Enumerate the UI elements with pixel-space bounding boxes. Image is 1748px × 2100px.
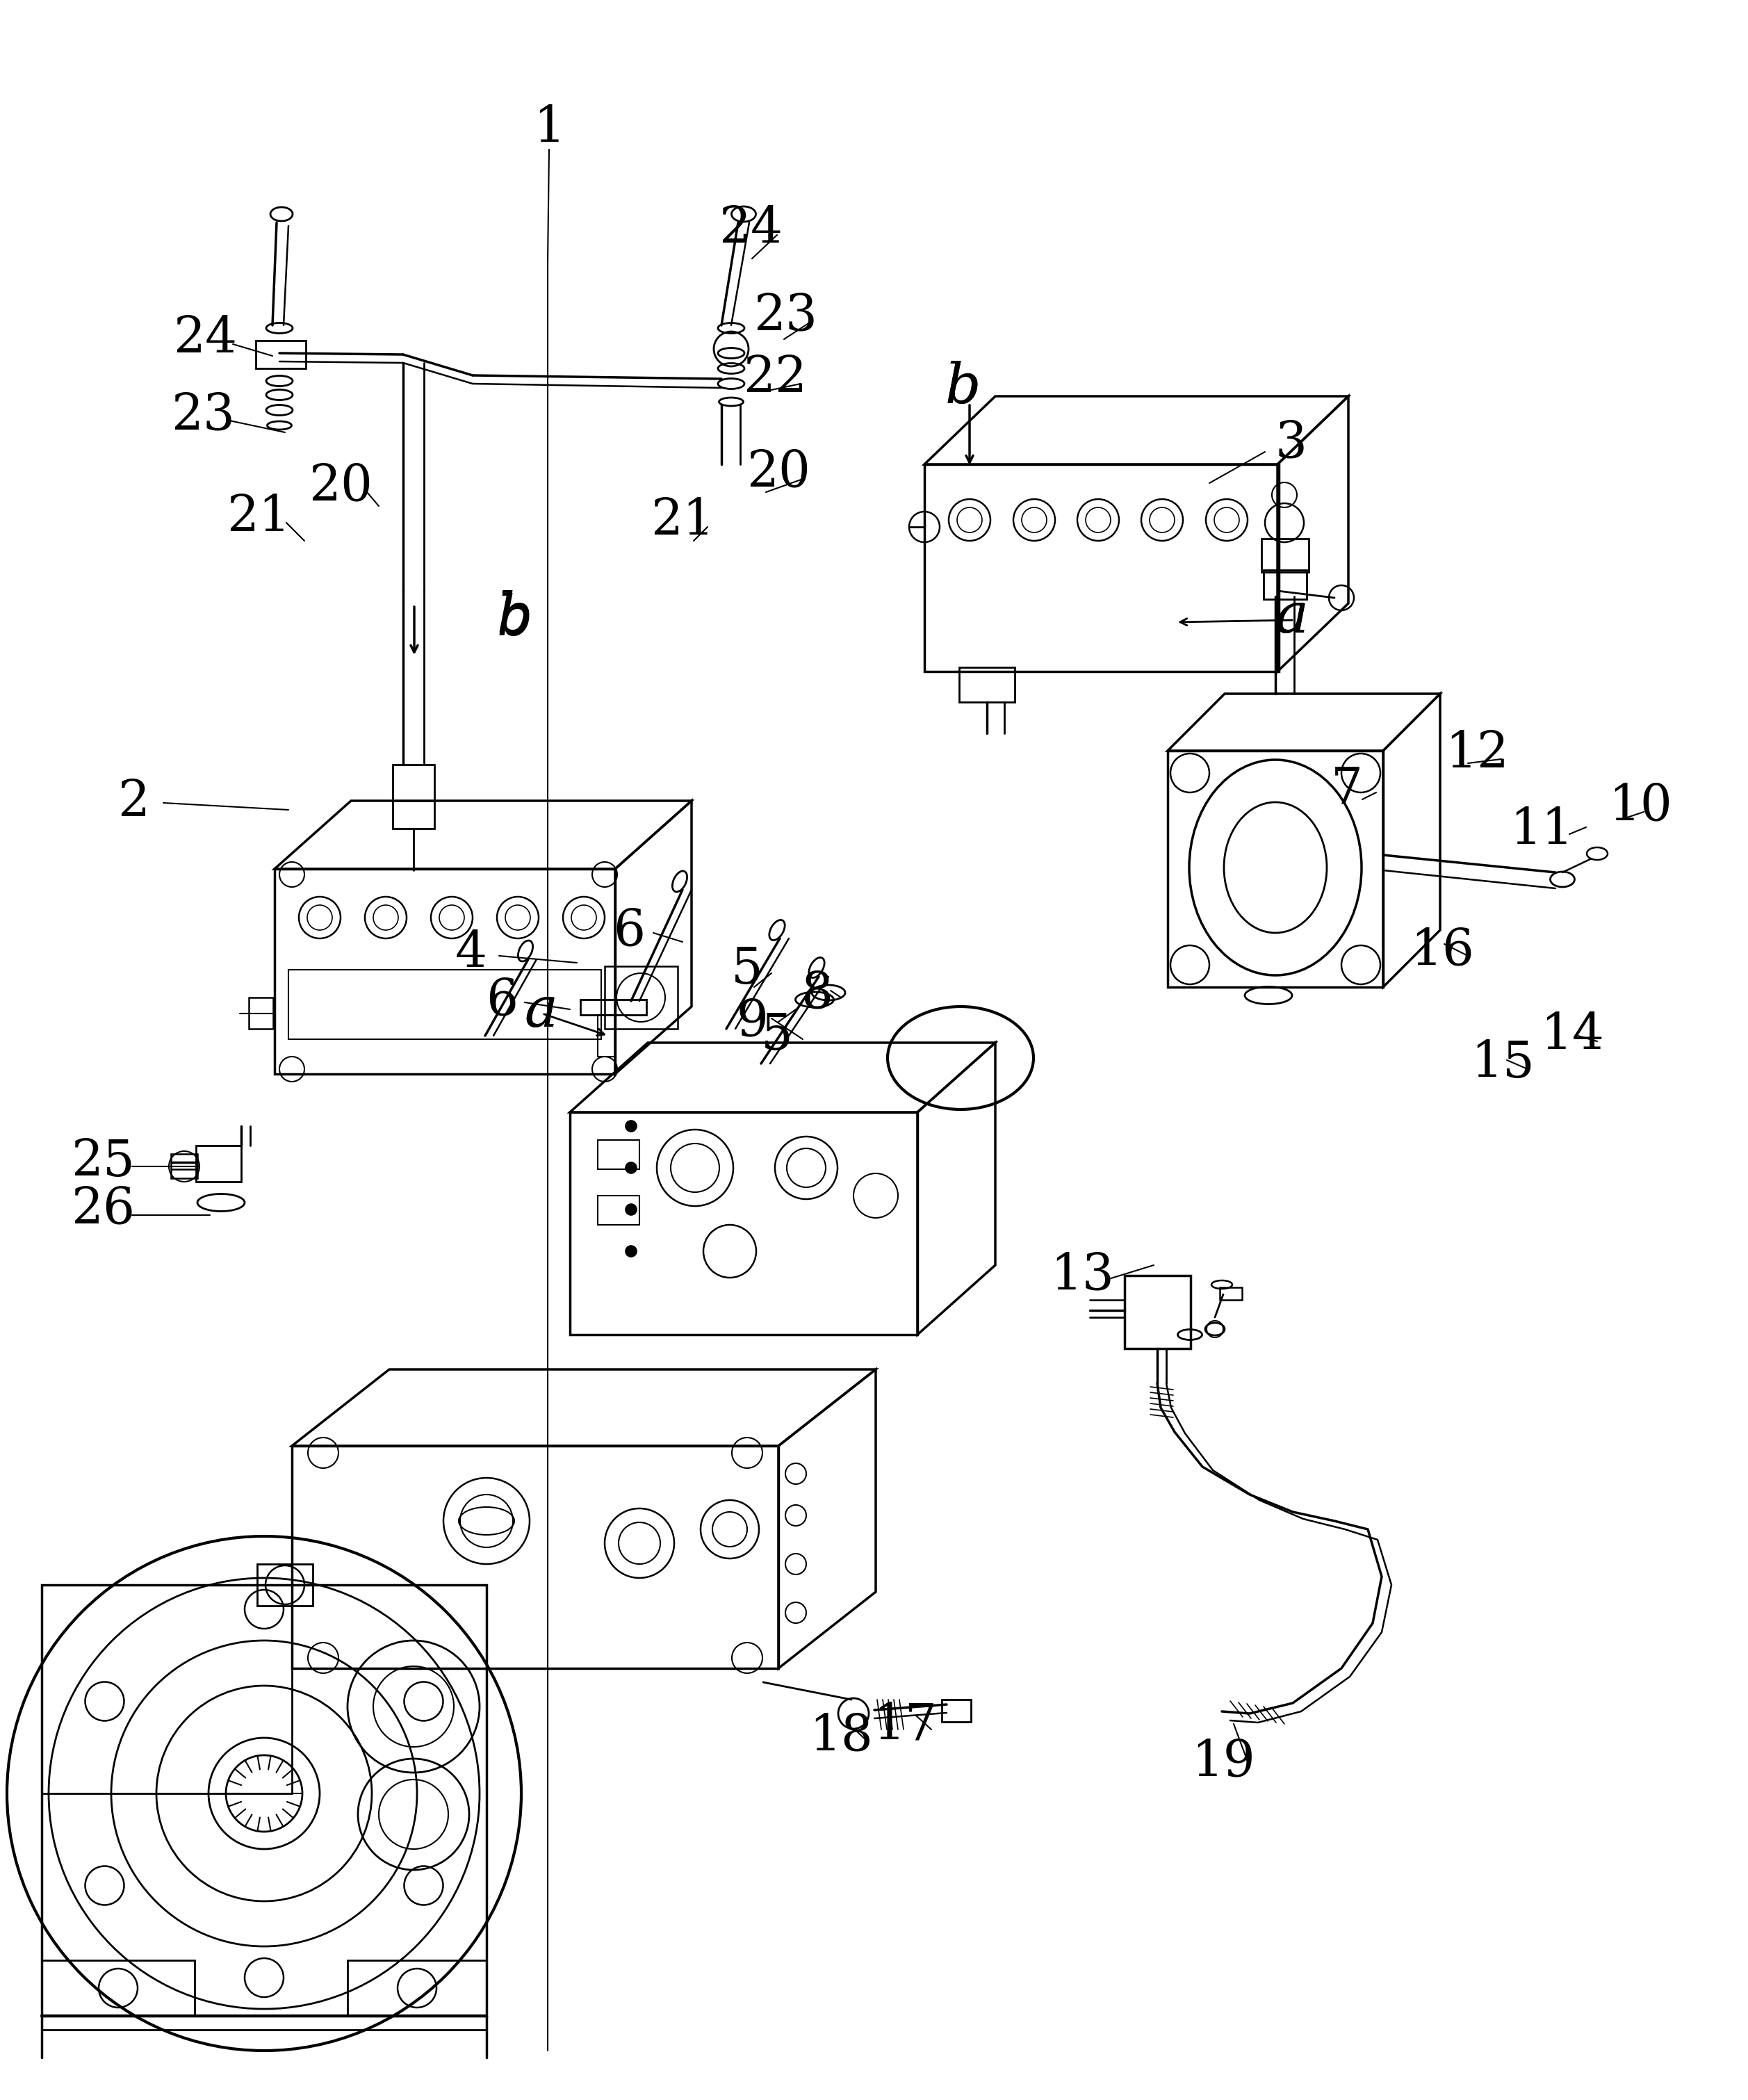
Text: 9: 9 <box>736 998 767 1046</box>
Text: a: a <box>524 985 558 1037</box>
Bar <box>1124 1275 1190 1348</box>
Text: b: b <box>944 361 981 416</box>
Circle shape <box>626 1121 636 1132</box>
Bar <box>598 1140 640 1170</box>
Text: 22: 22 <box>743 355 808 403</box>
Bar <box>274 869 615 1073</box>
Text: 6: 6 <box>486 977 517 1025</box>
Bar <box>598 1195 640 1224</box>
Text: 6: 6 <box>614 907 645 955</box>
Text: 23: 23 <box>753 292 818 340</box>
Text: a: a <box>1274 590 1308 645</box>
Bar <box>288 970 601 1040</box>
Bar <box>257 1564 313 1606</box>
Text: 7: 7 <box>1330 764 1363 813</box>
Text: 5: 5 <box>731 945 764 993</box>
Text: 15: 15 <box>1470 1040 1535 1088</box>
Text: 19: 19 <box>1192 1737 1255 1787</box>
Text: a: a <box>1274 590 1308 645</box>
Text: 4: 4 <box>454 928 488 979</box>
Text: 23: 23 <box>171 391 234 441</box>
Bar <box>1264 569 1308 598</box>
Circle shape <box>626 1161 636 1174</box>
Text: 13: 13 <box>1051 1252 1113 1300</box>
Text: 11: 11 <box>1510 806 1573 855</box>
Text: 24: 24 <box>718 206 783 254</box>
Text: 17: 17 <box>872 1701 937 1749</box>
Bar <box>1262 540 1309 571</box>
Bar <box>393 800 435 830</box>
Text: 24: 24 <box>173 315 238 363</box>
Text: 20: 20 <box>309 462 372 510</box>
Bar <box>1220 1287 1243 1300</box>
Text: 21: 21 <box>227 494 290 542</box>
Circle shape <box>626 1245 636 1256</box>
Text: 18: 18 <box>809 1712 872 1762</box>
Bar <box>196 1147 241 1182</box>
Text: 21: 21 <box>650 498 715 546</box>
Text: 10: 10 <box>1608 781 1673 832</box>
Bar <box>960 668 1016 701</box>
Bar <box>248 998 273 1029</box>
Text: b: b <box>944 361 981 416</box>
Text: 2: 2 <box>117 779 149 827</box>
Text: 16: 16 <box>1411 926 1474 977</box>
Bar <box>942 1699 970 1722</box>
Bar <box>171 1153 198 1178</box>
Bar <box>580 1000 647 1014</box>
Text: b: b <box>496 592 531 647</box>
Bar <box>605 966 678 1029</box>
Bar <box>925 464 1280 672</box>
Text: 14: 14 <box>1540 1012 1605 1060</box>
Circle shape <box>626 1203 636 1216</box>
Bar <box>570 1113 918 1336</box>
Text: 12: 12 <box>1446 729 1509 779</box>
Bar <box>1168 750 1383 987</box>
Text: 25: 25 <box>72 1138 135 1186</box>
Text: 3: 3 <box>1276 420 1308 468</box>
Text: 1: 1 <box>533 105 565 153</box>
Text: b: b <box>496 590 531 645</box>
Text: 26: 26 <box>72 1184 135 1235</box>
Bar <box>393 764 435 800</box>
Text: 20: 20 <box>746 447 811 498</box>
Text: 8: 8 <box>801 970 832 1018</box>
Bar <box>598 1014 615 1056</box>
Text: 5: 5 <box>760 1012 794 1060</box>
Text: a: a <box>524 985 558 1037</box>
